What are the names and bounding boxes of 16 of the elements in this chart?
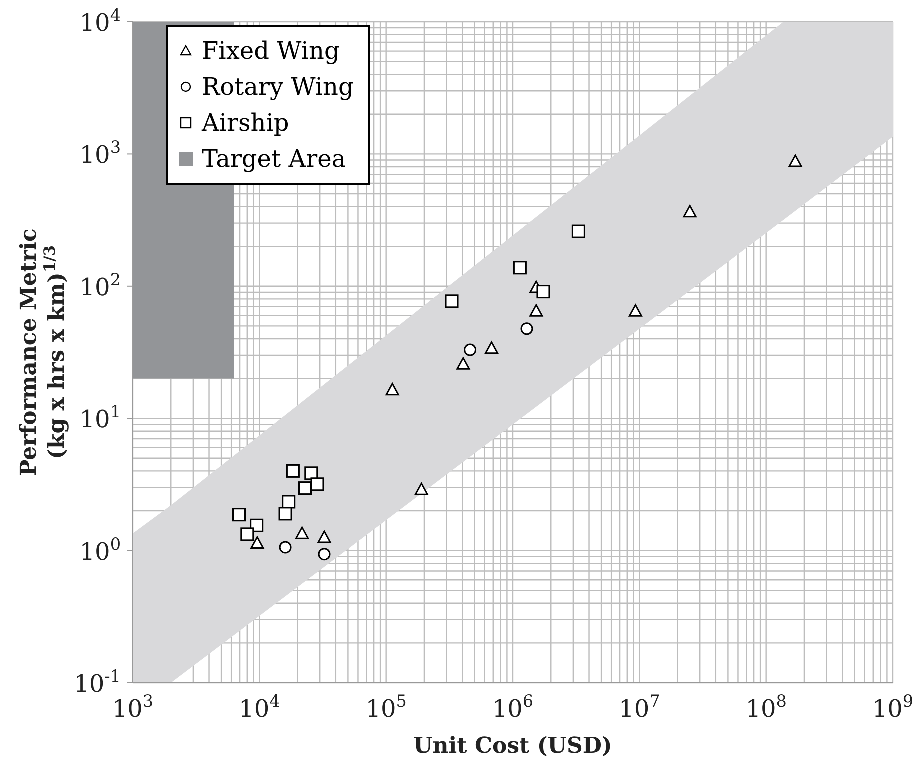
x-tick-label: 10$^{9}$ <box>872 691 914 723</box>
x-tick-label: 10$^{6}$ <box>492 691 534 723</box>
legend-label: Fixed Wing <box>202 37 340 65</box>
x-tick-label: 10$^{4}$ <box>239 691 280 723</box>
legend-label: Target Area <box>202 145 346 173</box>
x-axis-title: Unit Cost (USD) <box>414 733 612 759</box>
y-tick-label: 10$^{4}$ <box>80 5 121 37</box>
y-tick-label: 10$^{2}$ <box>80 269 121 302</box>
x-tick-label: 10$^{7}$ <box>619 691 660 723</box>
legend-label: Rotary Wing <box>202 73 354 101</box>
legend-label: Airship <box>202 109 290 137</box>
x-tick-label: 10$^{8}$ <box>746 691 787 723</box>
y-tick-label: 10$^{0}$ <box>80 534 121 566</box>
y-tick-label: 10$^{1}$ <box>80 402 121 434</box>
y-tick-label: 10$^{3}$ <box>80 137 121 170</box>
x-tick-label: 10$^{5}$ <box>366 691 407 723</box>
